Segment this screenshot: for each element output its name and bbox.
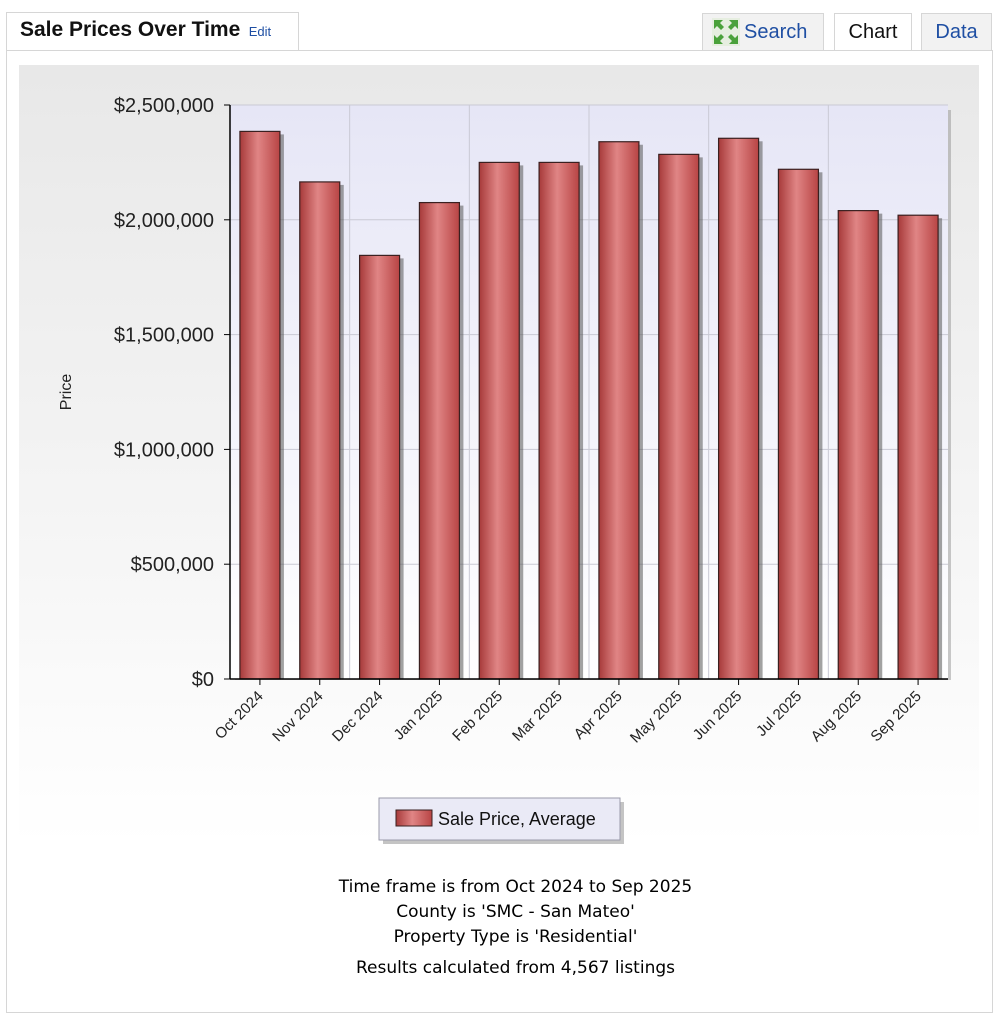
chart-title-tab: Sale Prices Over Time Edit — [6, 12, 299, 51]
tab-chart-label: Chart — [848, 21, 898, 43]
bar-sep-2025 — [897, 214, 939, 680]
bar-jun-2025 — [717, 137, 760, 680]
y-tick-label: $500,000 — [131, 554, 214, 576]
y-tick-label: $1,500,000 — [114, 325, 214, 347]
y-tick-label: $2,000,000 — [114, 210, 214, 232]
y-tick-labels: $0 $500,000 $1,000,000 $1,500,000 $2,000,000… — [114, 95, 230, 691]
bar-jul-2025 — [777, 168, 820, 680]
expand-arrows-icon — [712, 18, 740, 46]
legend-swatch — [395, 809, 433, 827]
county-text: County is 'SMC - San Mateo' — [396, 902, 635, 922]
tab-search-label: Search — [744, 20, 808, 43]
chart-title: Sale Prices Over Time — [20, 18, 241, 41]
tab-search[interactable]: Search — [702, 13, 824, 50]
results-text: Results calculated from 4,567 listings — [355, 958, 675, 978]
tab-data-label: Data — [935, 20, 978, 43]
y-axis-label: Price — [58, 374, 75, 411]
y-tick-label: $2,500,000 — [114, 95, 214, 117]
tab-chart[interactable]: Chart — [834, 13, 912, 51]
gridlines — [230, 104, 948, 679]
bar-aug-2025 — [837, 210, 879, 680]
legend: Sale Price, Average — [378, 797, 624, 844]
bar-nov-2024 — [299, 181, 341, 680]
bar-oct-2024 — [239, 130, 281, 680]
legend-label: Sale Price, Average — [438, 809, 596, 829]
property-type-text: Property Type is 'Residential' — [393, 927, 638, 947]
time-frame-text: Time frame is from Oct 2024 to Sep 2025 — [338, 877, 693, 897]
edit-link[interactable]: Edit — [248, 24, 272, 39]
y-tick-label: $0 — [192, 669, 214, 691]
tab-data[interactable]: Data — [921, 13, 992, 50]
bar-may-2025 — [658, 153, 700, 680]
bar-chart: $0 $500,000 $1,000,000 $1,500,000 $2,000,000… — [19, 65, 979, 845]
bar-jan-2025 — [418, 201, 461, 680]
bar-mar-2025 — [538, 161, 580, 680]
y-tick-label: $1,000,000 — [114, 439, 214, 461]
bar-feb-2025 — [478, 161, 520, 680]
chart-footer: Time frame is from Oct 2024 to Sep 2025 … — [6, 875, 1008, 981]
bar-dec-2024 — [358, 254, 401, 680]
bars — [239, 130, 943, 680]
bar-apr-2025 — [598, 141, 640, 680]
